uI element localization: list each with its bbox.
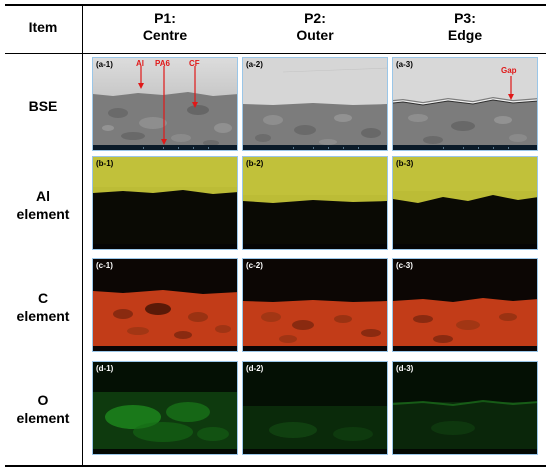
panel-label-a1: (a-1): [96, 60, 113, 69]
panel-c-p3: (c-3): [392, 258, 538, 352]
item-header: Item: [28, 19, 58, 35]
panel-o-p1: (d-1): [92, 361, 238, 455]
row-label-al-line2: element: [16, 206, 70, 222]
panel-label-b3: (b-3): [396, 159, 414, 168]
scale-bar: [243, 145, 387, 150]
table-bottom-rule: [5, 465, 546, 467]
row-label-o-line1: O: [37, 392, 49, 408]
row-label-c-line1: C: [37, 290, 49, 306]
panel-label-a3: (a-3): [396, 60, 413, 69]
panel-c-p2: (c-2): [242, 258, 388, 352]
row-label-o: O element: [6, 391, 80, 427]
c-map-p2: [243, 259, 387, 351]
table-top-rule: [5, 4, 546, 6]
annotation-al: Al: [136, 59, 144, 68]
column-header-p3-line2: Edge: [447, 27, 483, 43]
panel-bse-p3: (a-3) Gap: [392, 57, 538, 151]
bse-image-p3: [393, 58, 537, 150]
panel-label-b1: (b-1): [96, 159, 114, 168]
al-map-p2: [243, 157, 387, 249]
column-header-p2: P2: Outer: [240, 10, 390, 44]
panel-label-d3: (d-3): [396, 364, 414, 373]
column-header-p2-line1: P2:: [304, 10, 326, 26]
scale-bar: [93, 346, 237, 351]
panel-label-c2: (c-2): [246, 261, 263, 270]
column-header-p1: P1: Centre: [90, 10, 240, 44]
row-label-al: Al element: [6, 187, 80, 223]
bse-image-p1: [93, 58, 237, 150]
scale-bar: [393, 449, 537, 454]
scale-bar: [243, 346, 387, 351]
panel-label-b2: (b-2): [246, 159, 264, 168]
header-rule: [5, 53, 546, 54]
column-header-p1-line1: P1:: [154, 10, 176, 26]
column-header-p3: P3: Edge: [390, 10, 540, 44]
panel-label-a2: (a-2): [246, 60, 263, 69]
row-label-bse-line1: BSE: [28, 98, 58, 114]
row-label-al-line1: Al: [36, 188, 50, 204]
scale-bar: [93, 244, 237, 249]
o-map-p3: [393, 362, 537, 454]
panel-o-p2: (d-2): [242, 361, 388, 455]
panel-bse-p1: (a-1) Al PA6 CF: [92, 57, 238, 151]
column-header-p2-line2: Outer: [296, 27, 334, 43]
c-map-p1: [93, 259, 237, 351]
scale-bar: [393, 346, 537, 351]
panel-c-p1: (c-1): [92, 258, 238, 352]
column-header-p1-line2: Centre: [142, 27, 188, 43]
panel-label-c3: (c-3): [396, 261, 413, 270]
row-label-c-line2: element: [16, 308, 70, 324]
al-map-p1: [93, 157, 237, 249]
panel-bse-p2: (a-2): [242, 57, 388, 151]
column-header-p3-line1: P3:: [454, 10, 476, 26]
panel-label-c1: (c-1): [96, 261, 113, 270]
scale-bar: [243, 244, 387, 249]
panel-label-d2: (d-2): [246, 364, 264, 373]
al-map-p3: [393, 157, 537, 249]
annotation-pa6: PA6: [155, 59, 170, 68]
scale-bar: [243, 449, 387, 454]
annotation-cf: CF: [189, 59, 200, 68]
row-label-bse: BSE: [6, 97, 80, 115]
panel-al-p1: (b-1): [92, 156, 238, 250]
bse-image-p2: [243, 58, 387, 150]
panel-o-p3: (d-3): [392, 361, 538, 455]
column-separator: [82, 4, 83, 466]
scale-bar: [93, 449, 237, 454]
scale-bar: [93, 145, 237, 150]
scale-bar: [393, 145, 537, 150]
o-map-p1: [93, 362, 237, 454]
scale-bar: [393, 244, 537, 249]
panel-label-d1: (d-1): [96, 364, 114, 373]
panel-al-p2: (b-2): [242, 156, 388, 250]
panel-al-p3: (b-3): [392, 156, 538, 250]
annotation-gap: Gap: [501, 66, 517, 75]
row-label-c: C element: [6, 289, 80, 325]
o-map-p2: [243, 362, 387, 454]
row-label-o-line2: element: [16, 410, 70, 426]
c-map-p3: [393, 259, 537, 351]
